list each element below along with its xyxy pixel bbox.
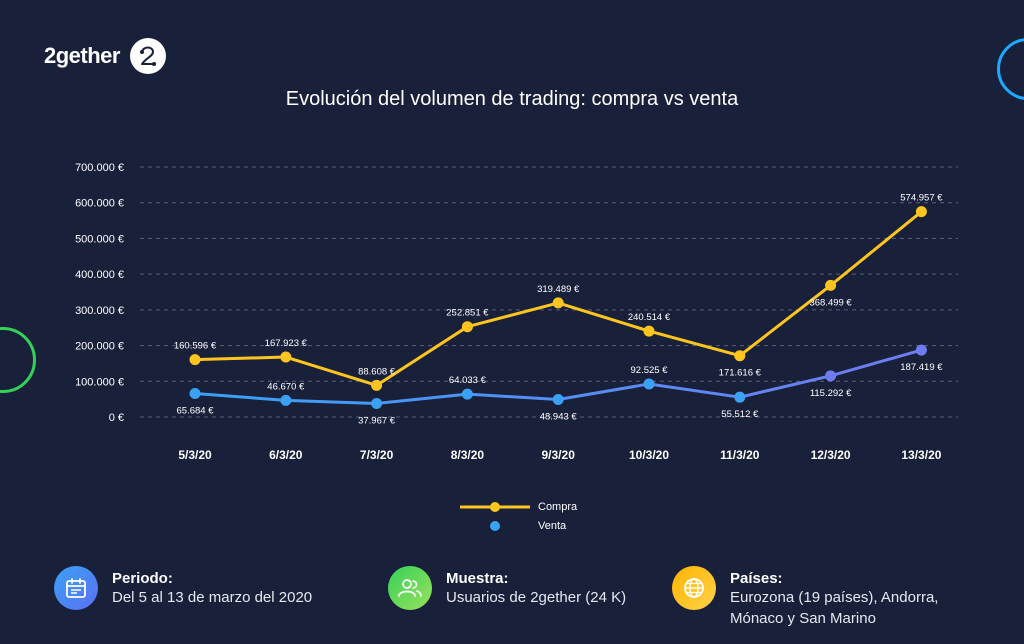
2gether-logo-icon xyxy=(129,38,166,74)
x-tick-label: 9/3/20 xyxy=(542,448,576,462)
data-label-compra: 319.489 € xyxy=(537,284,580,295)
data-label-compra: 171.616 € xyxy=(719,368,762,379)
data-label-venta: 187.419 € xyxy=(900,362,943,373)
x-tick-label: 7/3/20 xyxy=(360,448,394,462)
x-tick-label: 11/3/20 xyxy=(720,448,760,462)
data-label-compra: 167.923 € xyxy=(265,338,308,349)
data-point-venta xyxy=(280,394,292,406)
info-periodo: Periodo: Del 5 al 13 de marzo del 2020 xyxy=(54,566,312,610)
users-icon xyxy=(388,566,432,610)
info-paises-title: Países: xyxy=(730,570,783,587)
data-point-venta xyxy=(825,370,837,382)
data-label-venta: 64.033 € xyxy=(449,375,487,386)
y-tick-label: 400.000 € xyxy=(75,269,124,281)
legend-label-compra: Compra xyxy=(538,500,578,513)
info-paises-value-line1: Eurozona (19 países), Andorra, xyxy=(730,589,939,606)
data-point-compra xyxy=(734,350,746,362)
data-label-venta: 46.670 € xyxy=(267,381,305,392)
x-tick-label: 12/3/20 xyxy=(811,448,851,462)
data-point-compra xyxy=(915,206,927,218)
data-point-venta xyxy=(371,397,383,409)
data-point-compra xyxy=(825,279,837,291)
y-tick-label: 600.000 € xyxy=(75,198,124,210)
legend-item-compra: Compra xyxy=(460,497,577,516)
y-tick-label: 200.000 € xyxy=(75,341,124,353)
brand-header: 2gether xyxy=(44,38,166,74)
chart-title: Evolución del volumen de trading: compra… xyxy=(285,88,739,110)
info-periodo-title: Periodo: xyxy=(112,570,173,587)
y-tick-label: 500.000 € xyxy=(75,233,124,245)
data-point-compra xyxy=(643,325,655,337)
data-point-venta xyxy=(461,388,473,400)
data-label-venta: 37.967 € xyxy=(358,415,396,426)
y-tick-label: 300.000 € xyxy=(75,305,124,317)
legend-label-venta: Venta xyxy=(538,519,567,532)
data-point-compra xyxy=(280,351,292,363)
info-muestra-value: Usuarios de 2gether (24 K) xyxy=(446,589,627,606)
info-periodo-value: Del 5 al 13 de marzo del 2020 xyxy=(112,589,313,606)
data-label-compra: 240.514 € xyxy=(628,312,671,323)
data-label-compra: 88.608 € xyxy=(358,366,396,377)
data-point-compra xyxy=(371,379,383,391)
info-paises: Países: Eurozona (19 países), Andorra, M… xyxy=(672,566,938,629)
legend-item-venta: Venta xyxy=(460,516,577,535)
info-muestra-title: Muestra: xyxy=(446,570,509,587)
x-tick-label: 6/3/20 xyxy=(269,448,303,462)
y-tick-label: 700.000 € xyxy=(75,162,124,174)
data-point-venta xyxy=(915,344,927,356)
data-point-compra xyxy=(552,297,564,309)
data-point-venta xyxy=(734,391,746,403)
info-muestra: Muestra: Usuarios de 2gether (24 K) xyxy=(388,566,626,610)
data-label-compra: 574.957 € xyxy=(900,193,943,204)
globe-icon xyxy=(672,566,716,610)
data-label-venta: 115.292 € xyxy=(810,388,852,399)
y-tick-label: 100.000 € xyxy=(75,376,124,388)
x-tick-label: 13/3/20 xyxy=(901,448,941,462)
info-paises-value-line2: Mónaco y San Marino xyxy=(730,610,876,627)
data-label-compra: 252.851 € xyxy=(446,308,489,319)
data-point-venta xyxy=(189,388,201,400)
chart-legend: Compra Venta xyxy=(460,497,577,535)
y-tick-label: 0 € xyxy=(109,412,124,424)
legend-swatch-venta xyxy=(460,520,530,531)
data-label-venta: 65.684 € xyxy=(177,406,215,417)
data-point-venta xyxy=(643,378,655,390)
data-label-venta: 48.943 € xyxy=(540,412,578,423)
data-label-venta: 55.512 € xyxy=(721,409,759,420)
data-point-compra xyxy=(189,354,201,366)
data-point-compra xyxy=(461,321,473,333)
calendar-icon xyxy=(54,566,98,610)
x-tick-label: 8/3/20 xyxy=(451,448,485,462)
data-label-compra: 160.596 € xyxy=(174,341,217,352)
legend-swatch-compra xyxy=(460,501,530,512)
data-label-compra: 368.499 € xyxy=(809,297,852,308)
data-point-venta xyxy=(552,394,564,406)
brand-name: 2gether xyxy=(44,43,120,68)
line-chart: 0 € 100.000 € 200.000 € 300.000 € 400.000 € 5… xyxy=(75,162,958,462)
data-label-venta: 92.525 € xyxy=(631,365,669,376)
x-tick-label: 10/3/20 xyxy=(629,448,669,462)
x-tick-label: 5/3/20 xyxy=(178,448,212,462)
